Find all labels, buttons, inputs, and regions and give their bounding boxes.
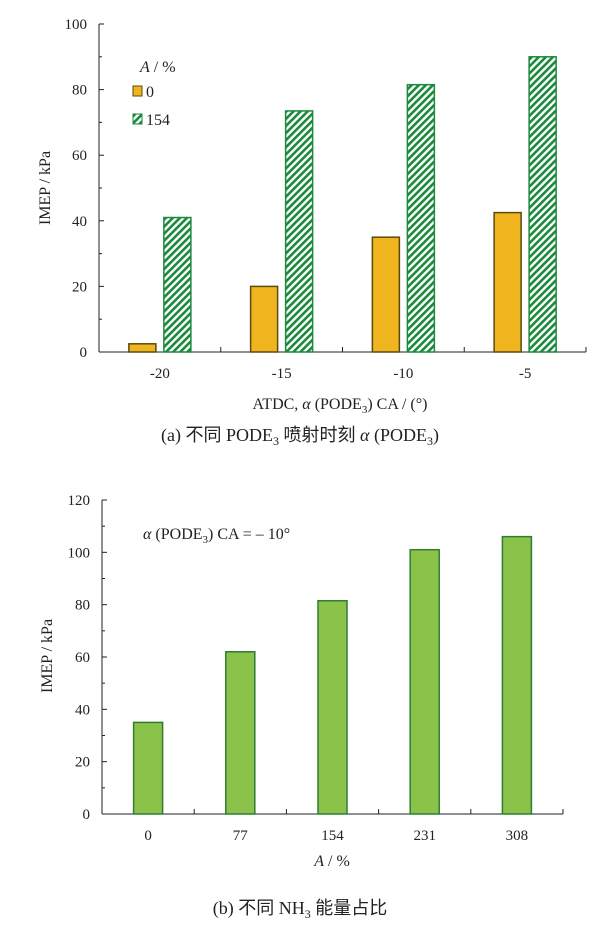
caption-a-post: (PODE bbox=[369, 425, 427, 446]
x-tick-label: -20 bbox=[150, 366, 170, 382]
caption-b-prefix: (b) 不同 NH bbox=[213, 898, 305, 919]
caption-b-post: 能量占比 bbox=[311, 898, 388, 918]
legend-title-unit: / % bbox=[150, 59, 176, 76]
y-tick-label: 60 bbox=[72, 148, 87, 164]
xlabel-a-prefix: ATDC, bbox=[253, 396, 303, 413]
bar-series-1 bbox=[284, 110, 314, 353]
chart-a-caption: (a) 不同 PODE3 喷射时刻 α (PODE3) bbox=[161, 425, 439, 448]
chart-a: 0 20 40 60 80 100 -20 -15 -10 -5 IMEP / kPa A / %… bbox=[37, 17, 587, 448]
xlabel-a-sub: 3 bbox=[362, 404, 368, 416]
xlabel-b-var: A bbox=[313, 853, 324, 870]
x-tick-label: 154 bbox=[321, 828, 344, 844]
bar-series-0 bbox=[317, 599, 348, 815]
caption-a-end: ) bbox=[433, 425, 439, 446]
caption-a-alpha: α bbox=[360, 425, 370, 445]
legend-label-series-1: 154 bbox=[146, 112, 170, 129]
legend-title-var: A bbox=[139, 59, 150, 76]
caption-a-sub2: 3 bbox=[427, 434, 433, 448]
x-tick-label: 231 bbox=[413, 828, 436, 844]
y-tick-label: 80 bbox=[72, 83, 87, 99]
bar-series-1 bbox=[163, 216, 192, 353]
caption-a-prefix: (a) 不同 PODE bbox=[161, 425, 273, 446]
caption-a-mid: 喷射时刻 bbox=[279, 425, 360, 445]
annotation-sub: 3 bbox=[203, 534, 209, 546]
chart-a-ylabel: IMEP / kPa bbox=[37, 151, 54, 225]
bar-series-0 bbox=[493, 211, 522, 353]
y-tick-label: 0 bbox=[83, 807, 91, 823]
xlabel-a-post: ) CA / (°) bbox=[367, 396, 427, 413]
legend-swatch-series-0 bbox=[132, 85, 143, 97]
annotation-mid: (PODE bbox=[151, 526, 202, 543]
chart-b-annotation: α (PODE3) CA = – 10° bbox=[143, 526, 290, 546]
xlabel-b-unit: / % bbox=[324, 853, 350, 870]
y-tick-label: 100 bbox=[68, 545, 91, 561]
y-tick-label: 40 bbox=[75, 702, 90, 718]
y-tick-label: 40 bbox=[72, 214, 87, 230]
x-tick-label: 308 bbox=[506, 828, 529, 844]
bar-series-0 bbox=[409, 548, 440, 815]
bar-series-0 bbox=[371, 236, 401, 353]
chart-b-ylabel: IMEP / kPa bbox=[39, 619, 56, 693]
y-tick-label: 20 bbox=[75, 755, 90, 771]
bar-series-0 bbox=[128, 343, 157, 353]
chart-a-plot: 0 20 40 60 80 100 -20 -15 -10 -5 bbox=[65, 17, 587, 382]
bar-series-0 bbox=[249, 285, 279, 353]
y-tick-label: 60 bbox=[75, 650, 90, 666]
x-tick-label: -15 bbox=[272, 366, 292, 382]
chart-b-caption: (b) 不同 NH3 能量占比 bbox=[213, 898, 388, 921]
chart-b-xlabel: A / % bbox=[313, 853, 350, 870]
y-tick-label: 120 bbox=[68, 493, 91, 509]
chart-a-legend-title: A / % bbox=[139, 59, 176, 76]
chart-b-plot: 0 20 40 60 80 100 120 0 77 154 231 308 bbox=[68, 493, 564, 844]
bar-series-1 bbox=[406, 83, 436, 353]
chart-a-xlabel: ATDC, α (PODE3) CA / (°) bbox=[253, 396, 428, 416]
xlabel-a-alpha: α bbox=[302, 396, 311, 413]
chart-b: 0 20 40 60 80 100 120 0 77 154 231 308 IMEP / kPa α… bbox=[39, 493, 564, 921]
y-tick-label: 0 bbox=[80, 345, 88, 361]
x-tick-label: -10 bbox=[393, 366, 413, 382]
bar-series-0 bbox=[501, 535, 533, 815]
x-tick-label: -5 bbox=[519, 366, 532, 382]
bar-series-0 bbox=[132, 721, 164, 815]
x-tick-label: 77 bbox=[233, 828, 249, 844]
annotation-alpha: α bbox=[143, 526, 152, 543]
y-tick-label: 20 bbox=[72, 279, 87, 295]
y-tick-label: 100 bbox=[65, 17, 88, 33]
y-tick-label: 80 bbox=[75, 598, 90, 614]
annotation-post: ) CA = – 10° bbox=[208, 526, 290, 543]
legend-swatch-series-1 bbox=[132, 113, 143, 125]
xlabel-a-mid: (PODE bbox=[311, 396, 362, 413]
legend-label-series-0: 0 bbox=[146, 84, 154, 101]
caption-b-sub: 3 bbox=[305, 907, 311, 921]
caption-a-sub: 3 bbox=[273, 434, 279, 448]
x-tick-label: 0 bbox=[144, 828, 152, 844]
bar-series-0 bbox=[225, 651, 256, 815]
bar-series-1 bbox=[528, 56, 557, 353]
